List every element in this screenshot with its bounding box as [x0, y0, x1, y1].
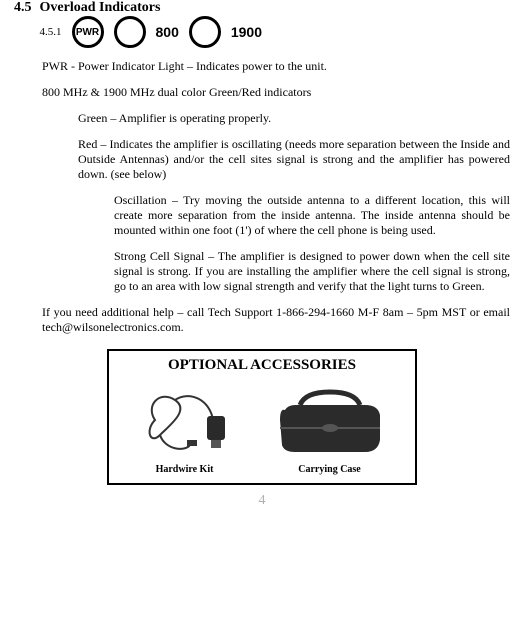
case-caption: Carrying Case	[298, 464, 361, 475]
optional-items: Hardwire Kit Carrying Case	[117, 380, 407, 475]
optional-title: OPTIONAL ACCESSORIES	[117, 357, 407, 374]
section-number: 4.5	[14, 0, 32, 15]
hardwire-kit-icon	[135, 380, 235, 460]
band-1900-icon	[189, 16, 221, 48]
section-title: Overload Indicators	[40, 0, 511, 15]
pwr-icon-label: PWR	[76, 27, 99, 38]
page: 4.5 Overload Indicators 4.5.1 PWR 800 19…	[0, 0, 524, 519]
optional-item-hardwire: Hardwire Kit	[135, 380, 235, 475]
indicator-colors-block: Green – Amplifier is operating properly.…	[78, 111, 510, 294]
section-header-row: 4.5 Overload Indicators 4.5.1 PWR 800 19…	[14, 0, 510, 48]
para-pwr: PWR - Power Indicator Light – Indicates …	[42, 59, 510, 74]
red-details-block: Oscillation – Try moving the outside ant…	[114, 193, 510, 294]
optional-accessories-box: OPTIONAL ACCESSORIES Hardwire Kit	[107, 349, 417, 485]
para-green: Green – Amplifier is operating properly.	[78, 111, 510, 126]
para-dual: 800 MHz & 1900 MHz dual color Green/Red …	[42, 85, 510, 100]
subsection-number: 4.5.1	[40, 26, 62, 38]
indicator-icons: PWR 800 1900	[72, 16, 263, 48]
body-text: PWR - Power Indicator Light – Indicates …	[42, 59, 510, 335]
page-number: 4	[14, 493, 510, 509]
band-800-icon	[114, 16, 146, 48]
hardwire-caption: Hardwire Kit	[156, 464, 214, 475]
subsection-row: 4.5.1 PWR 800 1900	[40, 16, 511, 48]
section-title-block: Overload Indicators 4.5.1 PWR 800 1900	[40, 0, 511, 48]
band-1900-label: 1900	[231, 24, 262, 40]
carrying-case-icon	[270, 380, 390, 460]
para-oscillation: Oscillation – Try moving the outside ant…	[114, 193, 510, 238]
band-800-label: 800	[156, 24, 179, 40]
pwr-icon: PWR	[72, 16, 104, 48]
para-red: Red – Indicates the amplifier is oscilla…	[78, 137, 510, 182]
para-strong-signal: Strong Cell Signal – The amplifier is de…	[114, 249, 510, 294]
para-help: If you need additional help – call Tech …	[42, 305, 510, 335]
optional-item-case: Carrying Case	[270, 380, 390, 475]
